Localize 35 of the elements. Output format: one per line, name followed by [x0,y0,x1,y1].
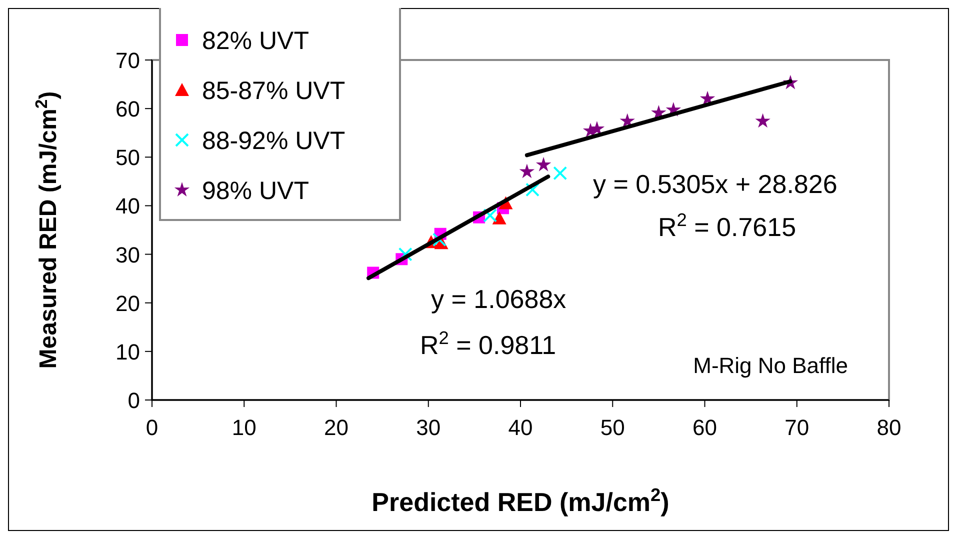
x-tick-label: 10 [232,415,256,440]
x-tick-label: 50 [600,415,625,440]
point [620,113,635,128]
x-tick-label: 20 [324,415,348,440]
legend-label: 88-92% UVT [202,127,346,155]
x-tick-label: 70 [784,415,810,440]
point [492,211,506,224]
legend-label: 98% UVT [202,177,309,205]
point [553,166,568,180]
y-tick-label: 10 [116,339,140,364]
annotation: R$^{2}$ = 0.9811 [420,328,556,360]
y-tick-label: 60 [116,96,140,122]
point [536,156,552,172]
annotation: R$^{2}$ = 0.7615 [658,210,796,242]
point [483,208,498,222]
point [525,182,540,197]
x-tick-label: 30 [416,415,441,440]
y-tick-label: 20 [116,290,140,316]
y-tick-label: 0 [128,388,140,413]
y-tick-label: 40 [116,194,140,219]
legend-label: 85-87% UVT [202,77,346,105]
x-tick-label: 60 [692,415,717,440]
y-tick-label: 70 [116,48,140,73]
x-axis-title: Predicted RED (mJ/cm$^{2}$) [372,485,670,517]
annotation: y = 0.5305x + 28.826 [593,169,838,199]
point [519,164,535,178]
annotation: y = 1.0688x [431,284,566,314]
annotation: M-Rig No Baffle [693,353,848,378]
x-tick-label: 80 [876,415,902,440]
y-tick-label: 50 [116,145,140,170]
x-tick-label: 0 [146,415,158,440]
x-tick-label: 40 [508,415,533,440]
legend-label: 82% UVT [202,27,309,55]
y-tick-label: 30 [116,242,140,268]
point [755,113,770,128]
